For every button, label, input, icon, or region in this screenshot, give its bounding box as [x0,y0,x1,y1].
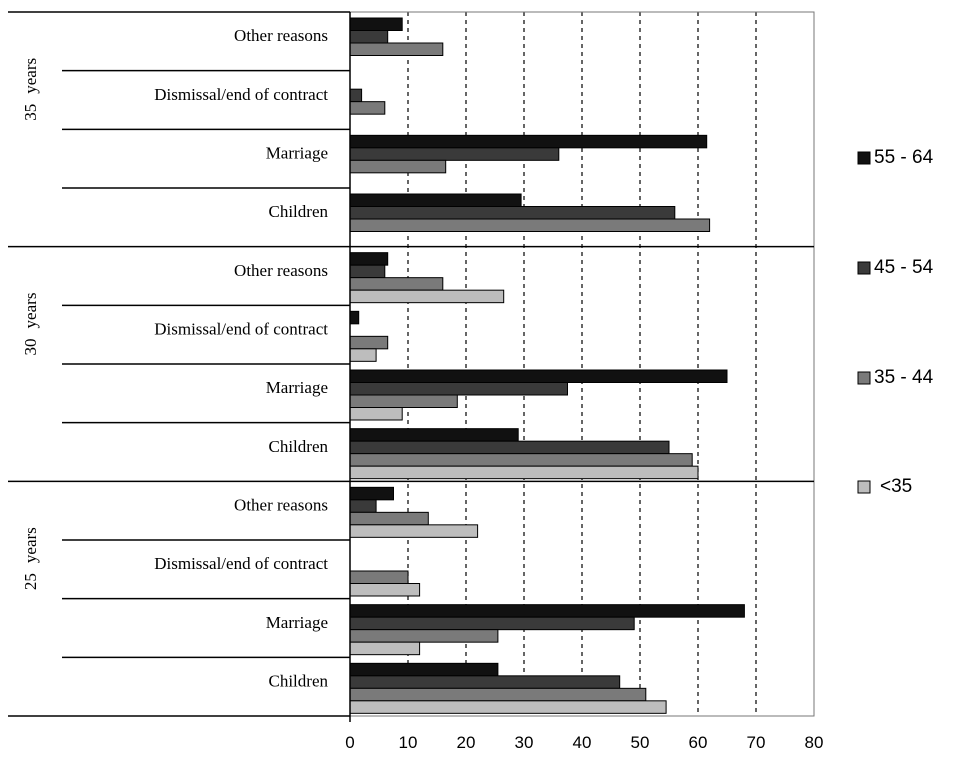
bar [349,193,522,207]
grid [407,12,757,716]
bar [349,218,711,232]
bar [349,687,647,702]
category-label: Children [269,437,329,456]
group-label-number: 35 [21,104,40,121]
group-label-number: 30 [21,338,40,355]
legend-swatch [857,480,871,494]
bars [349,17,745,714]
x-tick-label: 70 [747,733,766,752]
bar [349,17,403,31]
category-label: Dismissal/end of contract [154,85,328,104]
x-tick-label: 20 [457,733,476,752]
group-label-unit: years [21,293,40,329]
legend-label: 35 - 44 [874,367,934,388]
x-tick-label: 60 [689,733,708,752]
x-tick-label: 10 [399,733,418,752]
bar [349,382,568,396]
x-axis-tick-labels: 0 10 20 30 40 50 60 70 80 [345,733,823,752]
bar [349,524,479,538]
category-label: Other reasons [234,261,328,280]
bar [349,147,560,161]
bar [349,335,389,350]
category-label: Dismissal/end of contract [154,554,328,573]
bar [349,101,386,115]
bar [349,499,377,513]
legend: 55 - 64 45 - 54 35 - 44 <35 [857,147,934,497]
bar [349,369,728,383]
category-label: Marriage [266,378,328,397]
bar [349,511,429,526]
group-label: 30 years [21,293,40,356]
bar [349,206,676,220]
bar [349,428,519,442]
bar [349,662,499,677]
legend-swatch [857,371,871,385]
legend-label: 45 - 54 [874,257,934,278]
bar [349,629,499,643]
group-label: 35 years [21,58,40,121]
category-label: Marriage [266,144,328,163]
x-tick-label: 80 [805,733,824,752]
category-label: Children [269,202,329,221]
bar [349,583,421,597]
x-tick-label: 50 [631,733,650,752]
bar [349,310,360,325]
category-label: Marriage [266,613,328,632]
category-label: Dismissal/end of contract [154,320,328,339]
legend-swatch [857,261,871,275]
category-label: Other reasons [234,496,328,515]
group-label-number: 25 [21,573,40,590]
bar [349,486,394,501]
bar [349,252,389,266]
bar [349,616,635,631]
x-tick-label: 30 [515,733,534,752]
bar [349,700,667,714]
bar [349,440,670,455]
bar [349,570,409,584]
bar [349,30,389,44]
bar [349,394,458,408]
bar [349,348,377,362]
category-label: Other reasons [234,26,328,45]
frame [8,11,815,722]
legend-swatch [857,151,871,165]
x-tick-label: 0 [345,733,354,752]
bar [349,88,363,103]
bar [349,604,745,618]
bar [349,675,621,689]
group-label: 25 years [21,527,40,590]
bar [349,641,421,656]
group-label-unit: years [21,58,40,94]
bar [349,264,386,279]
bar [349,159,447,174]
group-label-unit: years [21,527,40,563]
category-labels: Other reasons Dismissal/end of contract Ma… [21,26,328,690]
bar [349,42,444,56]
bar [349,407,403,421]
legend-label: 55 - 64 [874,147,934,168]
bar [349,277,444,291]
bar [349,134,708,149]
bar [349,465,699,480]
bar [349,453,693,467]
x-tick-label: 40 [573,733,592,752]
legend-label: <35 [880,476,912,497]
category-label: Children [269,672,329,691]
bar [349,289,505,304]
